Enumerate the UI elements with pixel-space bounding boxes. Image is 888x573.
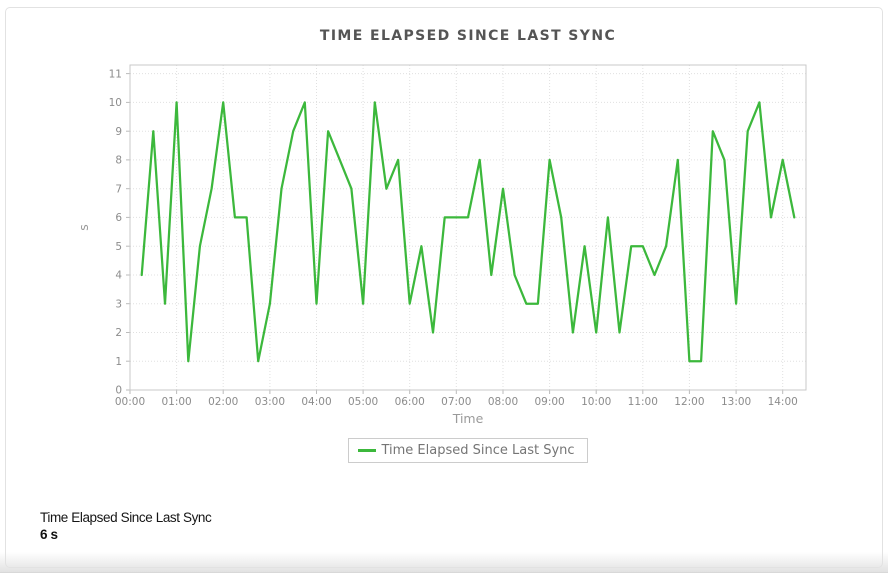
line-chart: 0 1 2 3 4 5 6 7 8 9 10 11 00:00 01:00 02:00 03:00 04:00 0… (76, 64, 807, 426)
svg-text:8: 8 (115, 155, 122, 167)
legend[interactable]: Time Elapsed Since Last Sync (348, 438, 588, 463)
svg-text:06:00: 06:00 (395, 396, 425, 408)
chart-title: TIME ELAPSED SINCE LAST SYNC (319, 28, 617, 44)
y-axis-label: s (76, 224, 91, 231)
bottom-fade (0, 552, 888, 573)
svg-text:13:00: 13:00 (721, 396, 751, 408)
svg-text:10: 10 (109, 97, 122, 109)
svg-text:4: 4 (115, 270, 122, 282)
svg-text:04:00: 04:00 (301, 396, 331, 408)
svg-text:07:00: 07:00 (441, 396, 471, 408)
svg-text:1: 1 (115, 356, 122, 368)
svg-text:14:00: 14:00 (768, 396, 798, 408)
svg-text:03:00: 03:00 (255, 396, 285, 408)
footer-series-label: Time Elapsed Since Last Sync (40, 510, 212, 525)
svg-text:00:00: 00:00 (115, 396, 145, 408)
svg-text:12:00: 12:00 (674, 396, 704, 408)
svg-text:7: 7 (115, 183, 122, 195)
svg-text:11:00: 11:00 (628, 396, 658, 408)
chart-svg: 0 1 2 3 4 5 6 7 8 9 10 11 00:00 01:00 02:00 03:00 04:00 0… (76, 64, 807, 426)
svg-text:01:00: 01:00 (161, 396, 191, 408)
svg-text:02:00: 02:00 (208, 396, 238, 408)
footer-current-value: 6 s (40, 527, 58, 542)
svg-text:11: 11 (109, 68, 122, 80)
x-axis-label: Time (452, 411, 484, 426)
svg-text:6: 6 (115, 212, 122, 224)
svg-text:2: 2 (115, 327, 122, 339)
svg-text:9: 9 (115, 126, 122, 138)
series-line (140, 101, 796, 363)
svg-text:3: 3 (115, 298, 122, 310)
svg-text:10:00: 10:00 (581, 396, 611, 408)
svg-text:5: 5 (115, 241, 122, 253)
footer-caption: Time Elapsed Since Last Sync 6 s (40, 509, 212, 543)
svg-text:05:00: 05:00 (348, 396, 378, 408)
legend-line-icon (358, 449, 377, 452)
svg-text:09:00: 09:00 (534, 396, 564, 408)
legend-label: Time Elapsed Since Last Sync (381, 443, 575, 458)
svg-text:08:00: 08:00 (488, 396, 518, 408)
svg-text:0: 0 (115, 385, 122, 397)
legend-row: Time Elapsed Since Last Sync (130, 438, 806, 463)
